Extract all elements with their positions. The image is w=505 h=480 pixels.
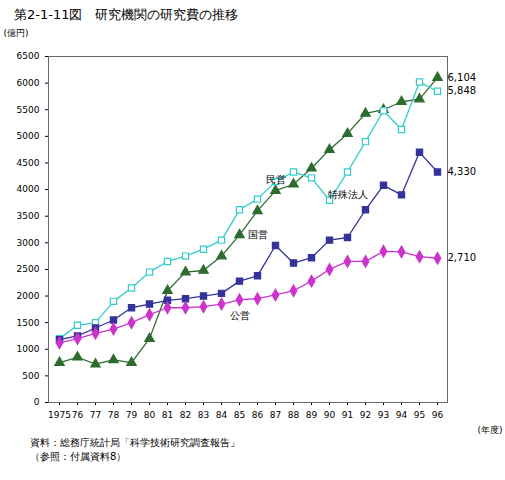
svg-text:95: 95: [414, 410, 425, 420]
svg-text:87: 87: [270, 410, 281, 420]
svg-text:公営: 公営: [230, 310, 250, 321]
svg-text:4000: 4000: [17, 184, 40, 194]
svg-text:2000: 2000: [17, 291, 40, 301]
svg-text:5,848: 5,848: [448, 85, 477, 96]
svg-text:82: 82: [180, 410, 191, 420]
svg-text:(億円): (億円): [4, 28, 29, 38]
svg-text:80: 80: [144, 410, 156, 420]
svg-text:92: 92: [360, 410, 371, 420]
svg-text:96: 96: [432, 410, 444, 420]
svg-text:2,710: 2,710: [448, 252, 477, 263]
html-text:（参照：付属資料8）: （参照：付属資料8）: [30, 451, 127, 462]
svg-text:1975: 1975: [48, 410, 71, 420]
svg-text:6500: 6500: [17, 51, 40, 61]
svg-text:6,104: 6,104: [448, 72, 477, 83]
svg-text:94: 94: [396, 410, 408, 420]
svg-text:0: 0: [34, 397, 40, 407]
svg-text:91: 91: [342, 410, 353, 420]
svg-text:3000: 3000: [17, 238, 40, 248]
html-text:資料：総務庁統計局「科学技術研究調査報告」: 資料：総務庁統計局「科学技術研究調査報告」: [30, 437, 240, 448]
svg-text:特殊法人: 特殊法人: [328, 189, 368, 200]
svg-text:76: 76: [72, 410, 84, 420]
svg-text:3500: 3500: [17, 211, 40, 221]
svg-text:89: 89: [306, 410, 318, 420]
svg-text:民営: 民営: [266, 174, 286, 185]
svg-text:93: 93: [378, 410, 389, 420]
svg-text:4500: 4500: [17, 158, 40, 168]
svg-text:79: 79: [126, 410, 138, 420]
svg-text:83: 83: [198, 410, 209, 420]
svg-text:5000: 5000: [17, 131, 40, 141]
svg-text:78: 78: [108, 410, 120, 420]
svg-text:81: 81: [162, 410, 173, 420]
svg-text:2500: 2500: [17, 264, 40, 274]
svg-text:4,330: 4,330: [448, 166, 477, 177]
svg-text:84: 84: [216, 410, 228, 420]
svg-text:(年度): (年度): [477, 425, 502, 435]
svg-text:77: 77: [90, 410, 101, 420]
svg-text:500: 500: [22, 371, 39, 381]
svg-text:85: 85: [234, 410, 245, 420]
svg-text:5500: 5500: [17, 105, 40, 115]
svg-text:1000: 1000: [17, 344, 40, 354]
svg-text:88: 88: [288, 410, 300, 420]
svg-text:86: 86: [252, 410, 264, 420]
svg-text:1500: 1500: [17, 318, 40, 328]
svg-text:国営: 国営: [248, 229, 268, 240]
html-text:第2-1-11図 研究機関の研究費の推移: 第2-1-11図 研究機関の研究費の推移: [14, 7, 239, 22]
svg-text:6000: 6000: [17, 78, 40, 88]
svg-text:90: 90: [324, 410, 336, 420]
